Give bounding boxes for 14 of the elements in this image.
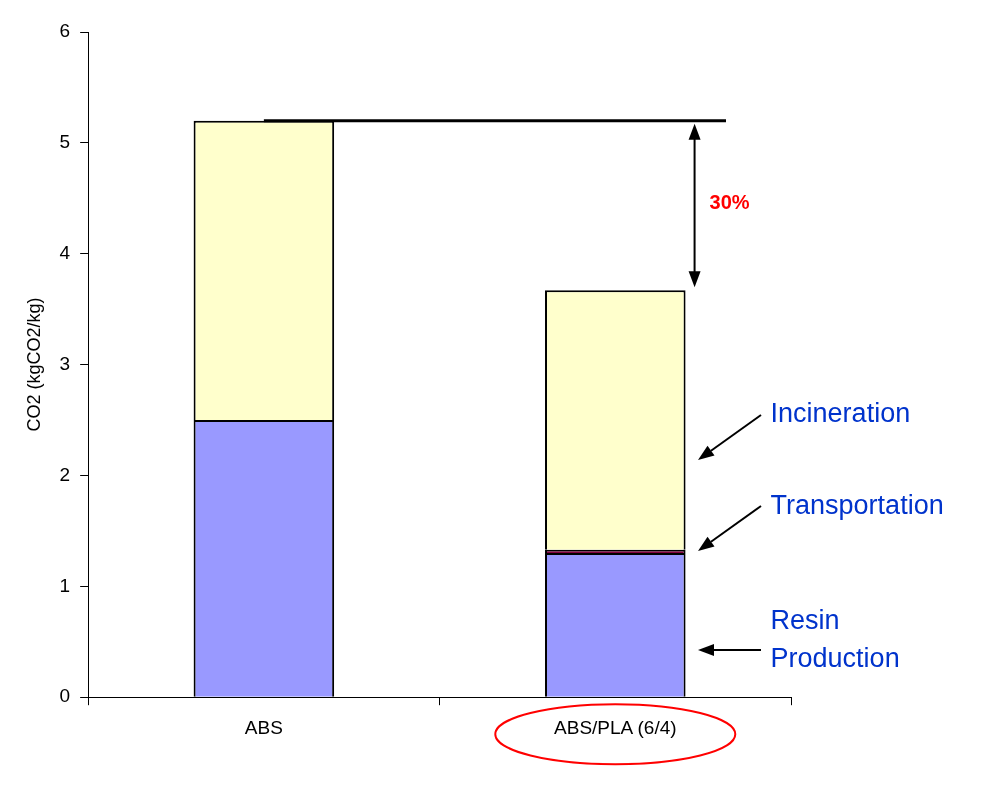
- y-tick-label: 5: [59, 131, 71, 153]
- y-tick-label: 6: [59, 20, 71, 42]
- y-tick-label: 1: [59, 574, 71, 596]
- text: Transportation: [770, 489, 944, 520]
- y-tick-label: 2: [59, 463, 71, 485]
- x-tick-label: ABS: [244, 716, 283, 738]
- y-axis-title: CO2 (kgCO2/kg): [23, 297, 44, 432]
- y-tick-label: 0: [59, 685, 71, 707]
- y-tick-label: 3: [59, 352, 71, 374]
- annotation: 30%: [709, 190, 750, 213]
- text: Incineration: [770, 398, 911, 429]
- text: Resin Production: [770, 604, 900, 673]
- y-tick-label: 4: [59, 241, 71, 263]
- x-tick-label: ABS/PLA (6/4): [554, 716, 677, 738]
